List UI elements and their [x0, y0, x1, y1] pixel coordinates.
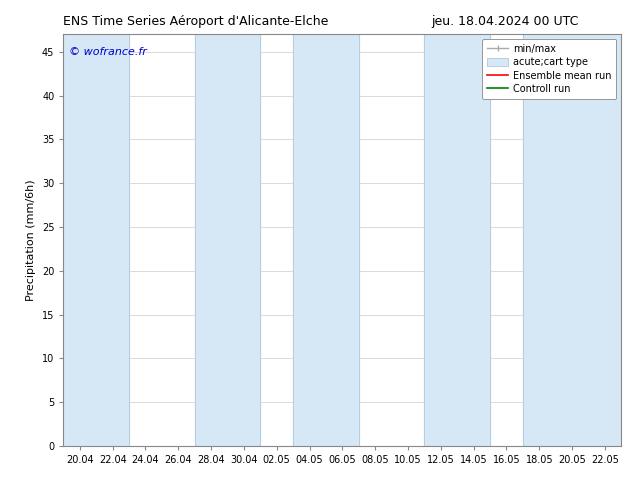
Bar [63, 34, 129, 446]
Bar [523, 34, 621, 446]
Text: © wofrance.fr: © wofrance.fr [69, 47, 147, 57]
Y-axis label: Precipitation (mm/6h): Precipitation (mm/6h) [27, 179, 36, 301]
Text: jeu. 18.04.2024 00 UTC: jeu. 18.04.2024 00 UTC [431, 15, 578, 28]
Text: ENS Time Series Aéroport d'Alicante-Elche: ENS Time Series Aéroport d'Alicante-Elch… [63, 15, 329, 28]
Bar [293, 34, 359, 446]
Legend: min/max, acute;cart type, Ensemble mean run, Controll run: min/max, acute;cart type, Ensemble mean … [482, 39, 616, 99]
Bar [424, 34, 490, 446]
Bar [195, 34, 261, 446]
